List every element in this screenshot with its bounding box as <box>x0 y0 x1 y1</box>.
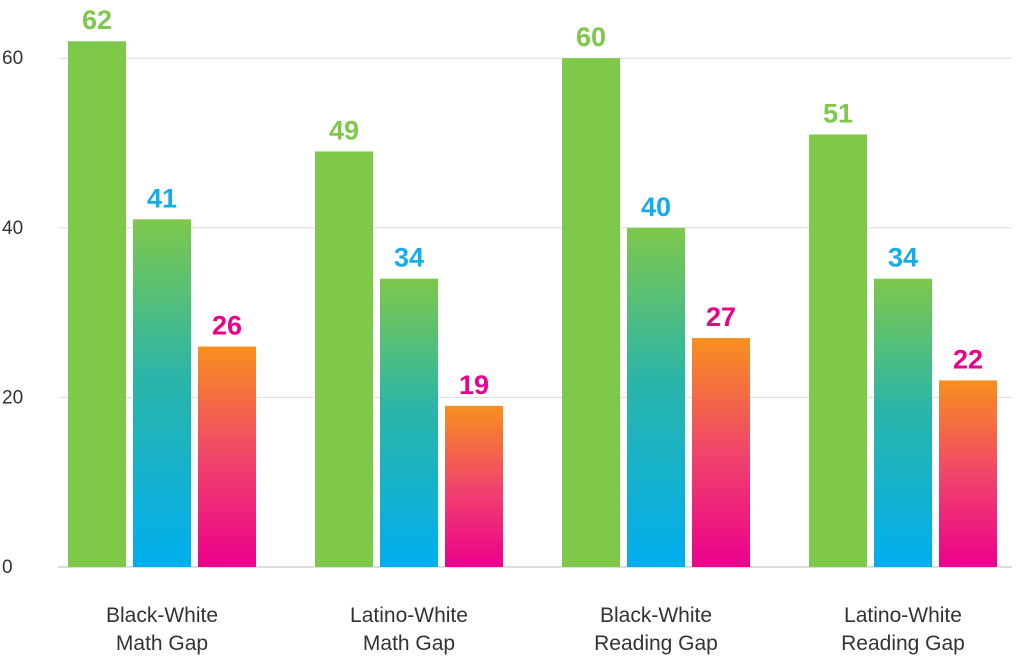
bar-series2-cat4 <box>874 278 932 567</box>
bars <box>68 41 997 568</box>
bar-value-label: 34 <box>888 243 918 273</box>
bar-value-label: 49 <box>329 115 359 145</box>
bar-value-label: 51 <box>823 99 853 129</box>
y-axis-ticks: 0 20 40 60 <box>2 48 23 578</box>
bar-series1-cat4 <box>809 134 867 567</box>
category-labels: Black-White Math Gap Latino-White Math Gap B… <box>106 604 965 655</box>
category-label: Latino-White Reading Gap <box>841 604 965 655</box>
bar-value-label: 62 <box>82 5 112 35</box>
bar-series2-cat1 <box>133 219 191 567</box>
bar-series3-cat1 <box>198 346 256 567</box>
bar-value-label: 34 <box>394 243 424 273</box>
bar-value-label: 60 <box>576 22 606 52</box>
bar-value-label: 22 <box>953 344 983 374</box>
y-tick-label: 40 <box>2 218 23 239</box>
bar-series3-cat2 <box>445 405 503 567</box>
category-label: Latino-White Math Gap <box>350 604 468 655</box>
bar-series1-cat1 <box>68 41 126 568</box>
category-label: Black-White Math Gap <box>106 604 218 655</box>
y-tick-label: 60 <box>2 48 23 69</box>
bar-series3-cat4 <box>939 380 997 567</box>
y-tick-label: 20 <box>2 387 23 408</box>
bar-value-label: 19 <box>459 370 489 400</box>
bar-series3-cat3 <box>692 338 750 567</box>
bar-value-label: 26 <box>212 311 242 341</box>
category-label: Black-White Reading Gap <box>594 604 718 655</box>
bar-series1-cat2 <box>315 151 373 568</box>
bar-series1-cat3 <box>562 58 620 567</box>
bar-value-label: 40 <box>641 192 671 222</box>
value-labels: 62 41 26 49 34 19 60 40 27 51 34 22 <box>82 5 983 400</box>
bar-series2-cat2 <box>380 278 438 567</box>
y-tick-label: 0 <box>2 557 13 578</box>
bar-series2-cat3 <box>627 227 685 568</box>
bar-value-label: 27 <box>706 302 736 332</box>
bar-value-label: 41 <box>147 183 177 213</box>
